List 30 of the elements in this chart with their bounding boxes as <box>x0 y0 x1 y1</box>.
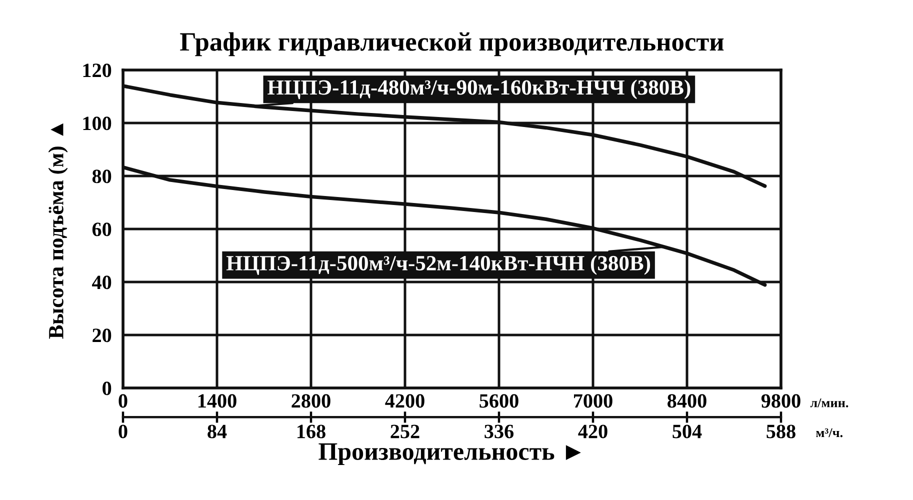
y-tick-label: 40 <box>92 276 112 290</box>
x2-tick-label: 336 <box>484 424 514 438</box>
x2-tick-label: 168 <box>298 424 326 438</box>
x2-tick-label: 588 <box>766 424 796 438</box>
x-tick-label: 9800 <box>761 394 800 408</box>
y-tick-label: 120 <box>83 64 112 78</box>
annotation: НЦПЭ-11д-500м³/ч-52м-140кВт-НЧН (380В) <box>226 255 650 275</box>
y-tick-label: 60 <box>92 222 112 236</box>
y-tick-label: 0 <box>102 382 112 396</box>
x-tick-label: 4200 <box>385 394 424 408</box>
x-tick-label: 1400 <box>198 394 236 408</box>
x-axis-title: Производительность ► <box>318 443 581 466</box>
x2-tick-label: 252 <box>390 424 420 438</box>
text: м³/ч. <box>816 428 842 438</box>
chart-title: График гидравлической производительности <box>180 32 724 56</box>
x-tick-label: 5600 <box>480 394 518 408</box>
x2-tick-label: 420 <box>578 424 608 438</box>
x2-tick-label: 504 <box>672 424 702 438</box>
text: л/мин. <box>810 398 848 408</box>
y-tick-label: 20 <box>92 328 112 342</box>
y-tick-label: 80 <box>92 170 112 184</box>
x2-tick-label: 0 <box>118 424 128 438</box>
x-tick-label: 0 <box>118 394 128 408</box>
annotation: НЦПЭ-11д-480м³/ч-90м-160кВт-НЧЧ (380В) <box>268 80 690 100</box>
y-axis-title: Высота подъёма (м) ▲ <box>48 123 68 339</box>
x-tick-label: 8400 <box>668 394 706 408</box>
y-tick-label: 100 <box>83 116 112 130</box>
x2-tick-label: 84 <box>208 424 227 438</box>
x-tick-label: 7000 <box>574 394 612 408</box>
x-tick-label: 2800 <box>292 394 330 408</box>
